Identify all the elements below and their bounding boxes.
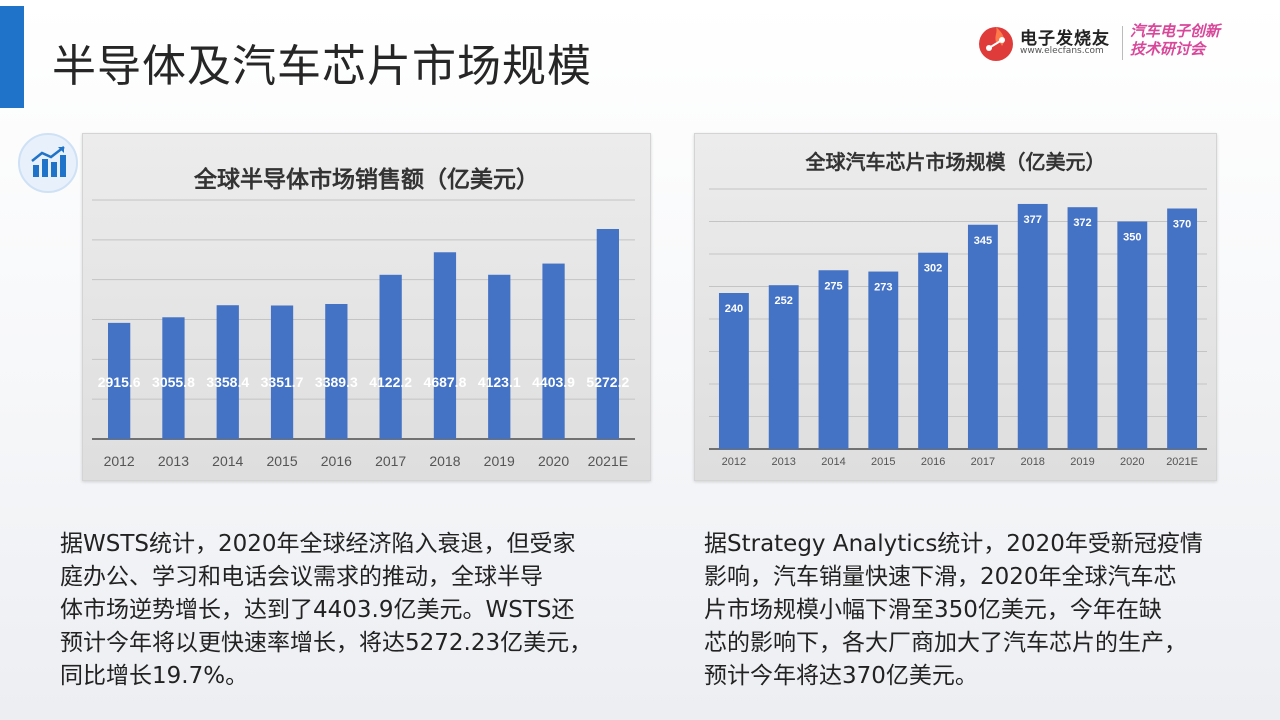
data-label: 350 <box>1123 232 1141 244</box>
event-logo: 电子发烧友 www.elecfans.com 汽车电子创新 技术研讨会 <box>976 22 1226 64</box>
description-line: 预计今年将达370亿美元。 <box>704 663 978 689</box>
bar <box>108 322 131 439</box>
data-label: 3055.8 <box>152 374 195 390</box>
data-label: 273 <box>874 282 892 294</box>
x-tick-label: 2020 <box>1120 456 1144 468</box>
bar <box>1117 221 1148 449</box>
logo-event-line2: 技术研讨会 <box>1130 40 1206 58</box>
data-label: 275 <box>824 280 842 292</box>
x-tick-label: 2016 <box>321 453 352 469</box>
x-tick-label: 2021E <box>588 453 628 469</box>
x-tick-label: 2014 <box>212 453 243 469</box>
x-tick-label: 2013 <box>158 453 189 469</box>
description-line: 庭办公、学习和电话会议需求的推动，全球半导 <box>60 564 543 590</box>
data-label: 3358.4 <box>206 374 249 390</box>
x-tick-label: 2015 <box>871 456 895 468</box>
logo-event-title: 汽车电子创新 技术研讨会 <box>1130 22 1240 58</box>
description-line: 同比增长19.7%。 <box>60 663 249 689</box>
bar <box>379 274 402 439</box>
data-label: 2915.6 <box>98 374 141 390</box>
data-label: 302 <box>924 263 942 275</box>
bar <box>1067 207 1098 449</box>
semiconductor-bar-chart: 2915.6 2012 3055.8 2013 3358.4 2014 3351.7 2015… <box>92 199 635 469</box>
auto-chip-description: 据Strategy Analytics统计，2020年受新冠疫情 影响，汽车销量… <box>704 528 1264 693</box>
description-line: 预计今年将以更快速率增长，将达5272.23亿美元， <box>60 630 593 656</box>
bar <box>1167 208 1198 449</box>
chart-title: 全球汽车芯片市场规模（亿美元） <box>805 150 1106 174</box>
bar <box>162 317 185 439</box>
auto-chip-bar-chart: 240 2012 252 2013 275 2014 273 2015 302 2016 345 20… <box>709 188 1207 468</box>
bar <box>768 285 799 449</box>
data-label: 252 <box>775 295 793 307</box>
description-line: 据Strategy Analytics统计，2020年受新冠疫情 <box>704 531 1203 557</box>
x-tick-label: 2016 <box>921 456 945 468</box>
bar <box>918 252 949 449</box>
x-tick-label: 2012 <box>722 456 746 468</box>
description-line: 片市场规模小幅下滑至350亿美元，今年在缺 <box>704 597 1162 623</box>
page-title: 半导体及汽车芯片市场规模 <box>52 41 592 92</box>
bar <box>216 305 239 439</box>
description-line: 芯的影响下，各大厂商加大了汽车芯片的生产， <box>704 630 1187 656</box>
bar <box>325 303 348 439</box>
x-tick-label: 2015 <box>266 453 297 469</box>
circuit-flame-icon <box>979 27 1013 61</box>
data-label: 372 <box>1073 217 1091 229</box>
x-tick-label: 2012 <box>104 453 135 469</box>
data-label: 370 <box>1173 219 1191 231</box>
bar <box>818 270 849 449</box>
data-label: 240 <box>725 303 743 315</box>
x-tick-label: 2017 <box>971 456 995 468</box>
semiconductor-description: 据WSTS统计，2020年全球经济陷入衰退，但受家 庭办公、学习和电话会议需求的… <box>60 528 660 693</box>
x-tick-label: 2019 <box>1070 456 1094 468</box>
x-tick-label: 2017 <box>375 453 406 469</box>
bar <box>596 228 619 439</box>
bar <box>488 274 511 439</box>
data-label: 4123.1 <box>478 374 521 390</box>
bar <box>542 263 565 439</box>
data-label: 3351.7 <box>261 374 304 390</box>
chart-title: 全球半导体市场销售额（亿美元） <box>194 167 539 193</box>
logo-separator <box>1122 26 1123 60</box>
bar <box>270 305 294 439</box>
bar <box>433 252 457 439</box>
data-label: 3389.3 <box>315 374 358 390</box>
bar <box>967 224 998 449</box>
semiconductor-chart-panel: 全球半导体市场销售额（亿美元） 2915.6 2012 3055.8 2013 3358… <box>82 133 651 481</box>
logo-name: 电子发烧友 <box>1020 29 1110 49</box>
data-label: 4403.9 <box>532 374 575 390</box>
logo-url: www.elecfans.com <box>1020 46 1104 56</box>
logo-event-line1: 汽车电子创新 <box>1130 22 1221 40</box>
data-label: 4687.8 <box>424 374 467 390</box>
description-line: 体市场逆势增长，达到了4403.9亿美元。WSTS还 <box>60 597 575 623</box>
data-label: 377 <box>1024 214 1042 226</box>
x-tick-label: 2020 <box>538 453 569 469</box>
x-tick-label: 2021E <box>1166 456 1198 468</box>
x-tick-label: 2014 <box>821 456 845 468</box>
growth-chart-icon <box>18 133 78 193</box>
bar <box>868 271 899 449</box>
description-line: 影响，汽车销量快速下滑，2020年全球汽车芯 <box>704 564 1177 590</box>
bar <box>718 293 749 449</box>
bar <box>1017 203 1048 449</box>
x-tick-label: 2018 <box>429 453 460 469</box>
x-tick-label: 2013 <box>771 456 795 468</box>
title-accent-bar <box>0 6 24 108</box>
auto-chip-chart-panel: 全球汽车芯片市场规模（亿美元） 240 2012 252 2013 275 2014 273… <box>694 133 1217 481</box>
x-tick-label: 2018 <box>1020 456 1044 468</box>
data-label: 5272.2 <box>586 374 629 390</box>
x-tick-label: 2019 <box>484 453 515 469</box>
data-label: 4122.2 <box>369 374 412 390</box>
description-line: 据WSTS统计，2020年全球经济陷入衰退，但受家 <box>60 531 576 557</box>
data-label: 345 <box>974 235 992 247</box>
